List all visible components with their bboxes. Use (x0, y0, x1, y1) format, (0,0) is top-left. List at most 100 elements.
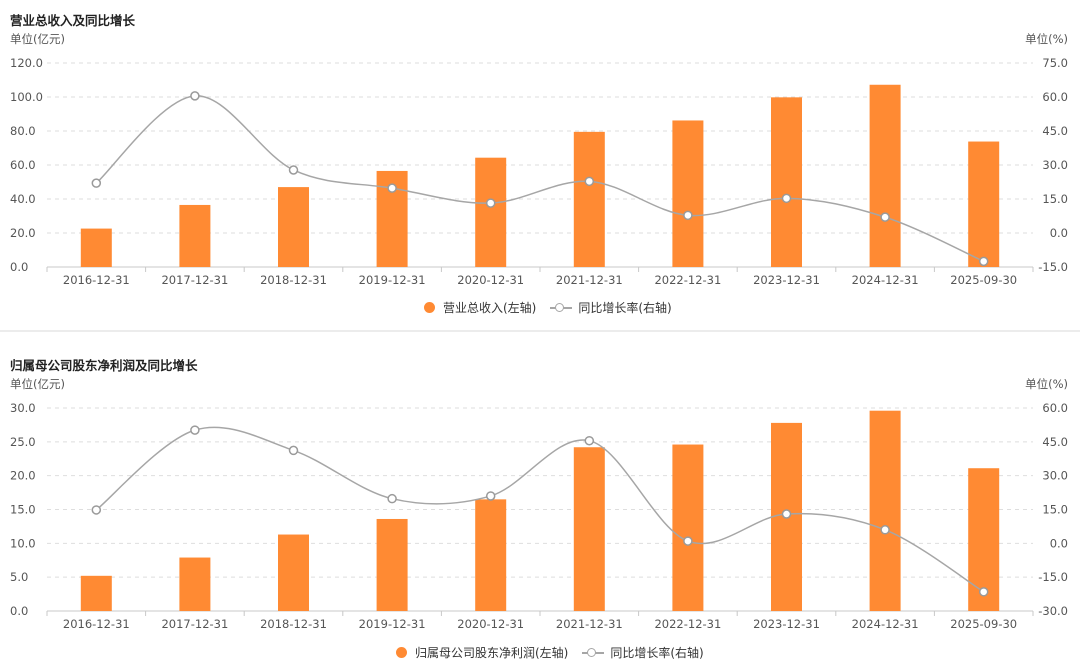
revenue-chart-panel: 单位(亿元) 单位(%) 0.0 -15.0 20.0 0.0 40.0 15.0 60.0 30… (0, 0, 1080, 328)
x-tick-label: 2020-12-31 (457, 273, 524, 287)
bar (968, 141, 1000, 267)
growth-rate-point (978, 256, 989, 267)
x-tick-label: 2021-12-31 (556, 617, 623, 631)
left-tick-label: 20.0 (10, 469, 36, 483)
panel-divider (0, 330, 1080, 332)
x-tick-label: 2016-12-31 (63, 273, 130, 287)
legend-bar-label[interactable]: 营业总收入(左轴) (443, 301, 537, 315)
bar-legend-marker (396, 647, 407, 658)
chart-title: 归属母公司股东净利润及同比增长 (10, 358, 198, 373)
left-tick-label: 120.0 (10, 56, 43, 70)
right-tick-label: 30.0 (1042, 158, 1068, 172)
left-tick-label: 10.0 (10, 536, 36, 550)
legend-bar-label[interactable]: 归属母公司股东净利润(左轴) (415, 646, 569, 660)
line-legend-marker (550, 302, 573, 314)
left-tick-label: 5.0 (10, 570, 28, 584)
left-tick-label: 0.0 (10, 604, 28, 618)
left-tick-label: 40.0 (10, 192, 36, 206)
bar (278, 534, 309, 611)
right-tick-label: -30.0 (1038, 604, 1068, 618)
x-tick-label: 2019-12-31 (359, 273, 426, 287)
growth-rate-point (978, 587, 989, 597)
bar (672, 120, 704, 268)
x-tick-label: 2019-12-31 (359, 617, 426, 631)
growth-rate-point (485, 198, 496, 208)
x-tick-label: 2018-12-31 (260, 273, 327, 287)
growth-rate-point (91, 505, 102, 515)
profit-chart-panel: 单位(亿元) 单位(%) 0.0 -30.0 5.0 -15.0 10.0 0.0 15.0 15… (0, 340, 1080, 665)
bar (179, 557, 211, 611)
left-tick-label: 80.0 (10, 124, 36, 138)
right-tick-label: 15.0 (1042, 192, 1068, 206)
left-tick-label: 30.0 (10, 401, 36, 415)
growth-rate-point (288, 445, 299, 456)
bar (278, 187, 309, 267)
left-tick-label: 0.0 (10, 260, 28, 274)
x-tick-label: 2025-09-30 (950, 617, 1017, 631)
left-unit-label: 单位(亿元) (10, 32, 65, 46)
left-tick-label: 25.0 (10, 435, 36, 449)
x-tick-label: 2023-12-31 (753, 273, 820, 287)
bar (672, 444, 704, 611)
growth-rate-point (584, 435, 595, 446)
x-tick-label: 2017-12-31 (161, 273, 228, 287)
chart-title: 营业总收入及同比增长 (10, 13, 136, 28)
x-tick-label: 2025-09-30 (950, 273, 1017, 287)
right-tick-label: 15.0 (1042, 503, 1068, 517)
left-unit-label: 单位(亿元) (10, 377, 65, 391)
right-tick-label: 0.0 (1050, 226, 1068, 240)
growth-rate-line (95, 95, 985, 263)
growth-rate-point (781, 193, 792, 204)
growth-rate-point (584, 176, 595, 187)
right-unit-label: 单位(%) (1025, 32, 1068, 46)
bar-legend-marker (424, 302, 435, 313)
right-tick-label: 30.0 (1042, 469, 1068, 483)
x-tick-label: 2021-12-31 (556, 273, 623, 287)
legend-line-label[interactable]: 同比增长率(右轴) (578, 301, 672, 315)
growth-rate-point (683, 210, 693, 221)
growth-rate-point (387, 183, 397, 193)
legend-line-label[interactable]: 同比增长率(右轴) (610, 646, 704, 660)
growth-rate-point (485, 491, 496, 501)
growth-rate-point (190, 91, 200, 101)
growth-rate-line (95, 426, 985, 593)
x-tick-label: 2023-12-31 (753, 617, 820, 631)
bar (771, 97, 802, 267)
bar (869, 84, 901, 267)
profit-chart: 单位(亿元) 单位(%) 0.0 -30.0 5.0 -15.0 10.0 0.0 15.0 15… (10, 377, 1068, 631)
x-tick-label: 2020-12-31 (457, 617, 524, 631)
x-tick-label: 2024-12-31 (852, 617, 919, 631)
growth-rate-point (880, 212, 890, 222)
left-tick-label: 100.0 (10, 90, 43, 104)
growth-rate-point (387, 493, 397, 504)
chart-legend: 归属母公司股东净利润(左轴) 同比增长率(右轴) (396, 644, 704, 661)
bar (869, 410, 901, 611)
x-tick-label: 2018-12-31 (260, 617, 327, 631)
right-tick-label: 60.0 (1042, 90, 1068, 104)
x-tick-label: 2022-12-31 (654, 273, 721, 287)
right-tick-label: 75.0 (1042, 56, 1068, 70)
x-tick-label: 2024-12-31 (852, 273, 919, 287)
growth-rate-point (190, 425, 200, 435)
right-tick-label: 45.0 (1042, 124, 1068, 138)
growth-rate-point (91, 178, 102, 188)
bar (573, 447, 605, 611)
bar (475, 157, 507, 267)
left-tick-label: 60.0 (10, 158, 36, 172)
bar (475, 499, 507, 611)
x-tick-label: 2016-12-31 (63, 617, 130, 631)
line-legend-marker (582, 647, 605, 659)
growth-rate-point (880, 525, 890, 535)
right-unit-label: 单位(%) (1025, 377, 1068, 391)
growth-rate-point (683, 536, 693, 546)
growth-rate-point (781, 509, 792, 519)
x-tick-label: 2022-12-31 (654, 617, 721, 631)
revenue-chart: 单位(亿元) 单位(%) 0.0 -15.0 20.0 0.0 40.0 15.0 60.0 30… (10, 32, 1068, 287)
growth-rate-point (288, 165, 299, 175)
bar (80, 228, 112, 267)
bar (179, 204, 211, 267)
right-tick-label: 0.0 (1050, 536, 1068, 550)
right-tick-label: 60.0 (1042, 401, 1068, 415)
right-tick-label: -15.0 (1038, 260, 1068, 274)
bar (376, 518, 408, 611)
